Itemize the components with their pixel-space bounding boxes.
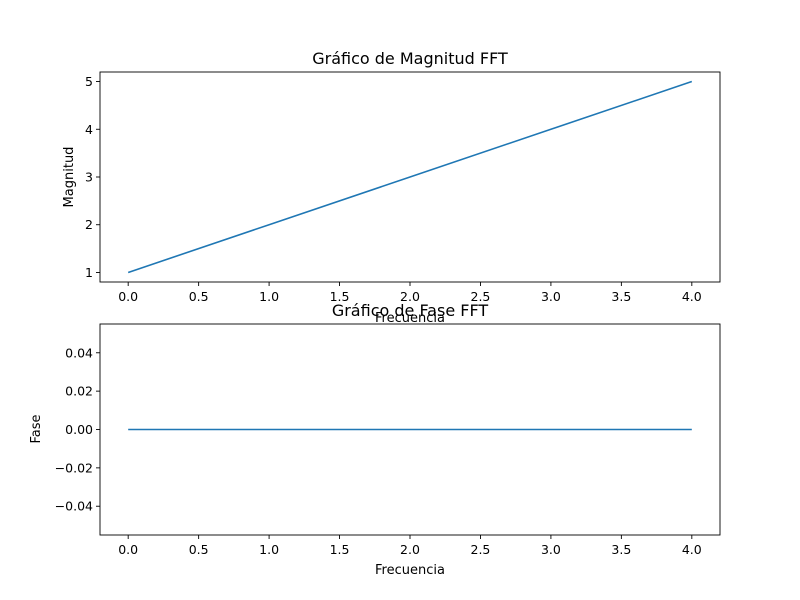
magnitude-chart: Gráfico de Magnitud FFT Frecuencia Magni… bbox=[62, 49, 721, 326]
x-tick-label: 3.5 bbox=[611, 289, 631, 304]
y-tick-label: −0.04 bbox=[55, 499, 93, 514]
chart-title: Gráfico de Magnitud FFT bbox=[312, 49, 508, 68]
x-tick-label: 3.0 bbox=[541, 542, 561, 557]
x-tick-label: 2.5 bbox=[471, 289, 491, 304]
x-tick-label: 0.5 bbox=[189, 542, 209, 557]
x-tick-label: 1.5 bbox=[330, 289, 350, 304]
y-tick-label: 0.02 bbox=[65, 384, 93, 399]
series-line bbox=[127, 80, 693, 274]
x-tick-label: 1.0 bbox=[259, 542, 279, 557]
x-tick-label: 4.0 bbox=[682, 542, 702, 557]
y-tick-label: 1 bbox=[85, 265, 93, 280]
x-tick-label: 0.5 bbox=[189, 289, 209, 304]
x-tick-label: 1.0 bbox=[259, 289, 279, 304]
x-axis-label: Frecuencia bbox=[375, 311, 445, 326]
x-tick-label: 2.0 bbox=[400, 289, 420, 304]
phase-chart: Gráfico de Fase FFT Frecuencia Fase 0.0 0… bbox=[29, 301, 721, 578]
x-tick-label: 0.0 bbox=[118, 542, 138, 557]
y-tick-label: 0.00 bbox=[65, 422, 93, 437]
y-axis-label: Fase bbox=[29, 414, 44, 443]
x-tick-label: 4.0 bbox=[682, 289, 702, 304]
x-tick-label: 0.0 bbox=[118, 289, 138, 304]
y-tick-label: −0.02 bbox=[55, 460, 93, 475]
y-tick-label: 4 bbox=[85, 122, 93, 137]
y-tick-label: 2 bbox=[85, 217, 93, 232]
x-axis-label: Frecuencia bbox=[375, 563, 445, 578]
x-tick-label: 3.0 bbox=[541, 289, 561, 304]
x-tick-label: 2.5 bbox=[471, 542, 491, 557]
x-tick-label: 3.5 bbox=[611, 542, 631, 557]
y-tick-label: 3 bbox=[85, 170, 93, 185]
x-tick-label: 2.0 bbox=[400, 542, 420, 557]
x-tick-label: 1.5 bbox=[330, 542, 350, 557]
y-axis-label: Magnitud bbox=[62, 147, 77, 208]
chart-title: Gráfico de Fase FFT bbox=[332, 301, 489, 320]
y-tick-label: 0.04 bbox=[65, 345, 93, 360]
y-tick-label: 5 bbox=[85, 74, 93, 89]
